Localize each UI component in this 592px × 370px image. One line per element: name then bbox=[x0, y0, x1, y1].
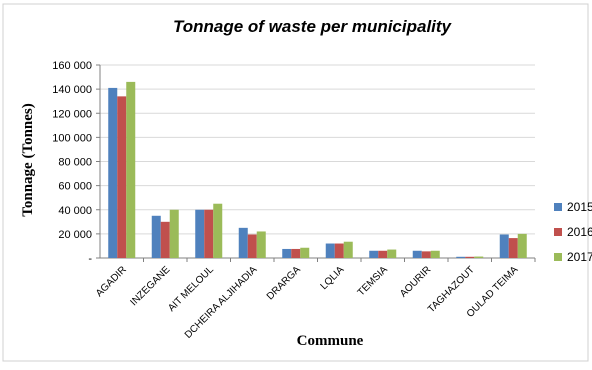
legend: 2015 2016 2017 bbox=[554, 200, 592, 264]
bar bbox=[160, 221, 170, 258]
legend-label: 2015 bbox=[567, 200, 592, 214]
bar bbox=[369, 250, 379, 258]
bar bbox=[421, 251, 431, 258]
bar bbox=[169, 209, 179, 258]
bar bbox=[456, 256, 466, 258]
y-tick-label: 120 000 bbox=[52, 108, 92, 120]
bar bbox=[300, 247, 310, 258]
bar bbox=[126, 81, 136, 258]
bar bbox=[247, 234, 257, 258]
x-axis-title: Commune bbox=[297, 333, 364, 349]
bar bbox=[465, 256, 475, 258]
bar bbox=[430, 250, 440, 258]
bar bbox=[412, 250, 422, 258]
bar bbox=[387, 249, 397, 258]
legend-swatch bbox=[554, 253, 562, 261]
chart-title: Tonnage of waste per municipality bbox=[173, 17, 453, 36]
bar bbox=[378, 250, 388, 258]
y-axis-ticks: - 20 000 40 000 60 000 80 000 100 000 120 000 1… bbox=[52, 60, 92, 265]
bar bbox=[474, 256, 484, 258]
legend-swatch bbox=[554, 228, 562, 236]
bar bbox=[195, 209, 205, 258]
legend-label: 2017 bbox=[567, 250, 592, 264]
y-tick-label: 20 000 bbox=[58, 229, 92, 241]
legend-swatch bbox=[554, 203, 562, 211]
y-tick-label: 60 000 bbox=[58, 181, 92, 193]
bar bbox=[499, 234, 509, 258]
bar bbox=[291, 248, 301, 258]
y-tick-label: 100 000 bbox=[52, 132, 92, 144]
bar bbox=[117, 96, 127, 258]
bar bbox=[343, 241, 353, 258]
y-tick-label: 140 000 bbox=[52, 84, 92, 96]
bar bbox=[238, 227, 248, 258]
y-tick-label: - bbox=[88, 253, 92, 265]
bar bbox=[151, 215, 161, 258]
bars bbox=[108, 81, 527, 258]
bar bbox=[204, 209, 214, 258]
y-axis-title: Tonnage (Tonnes) bbox=[20, 103, 36, 217]
y-tick-label: 160 000 bbox=[52, 60, 92, 72]
bar bbox=[108, 87, 118, 258]
bar bbox=[325, 243, 335, 258]
bar bbox=[517, 233, 527, 258]
y-tick-label: 40 000 bbox=[58, 205, 92, 217]
legend-label: 2016 bbox=[567, 225, 592, 239]
y-tick-label: 80 000 bbox=[58, 157, 92, 169]
bar bbox=[256, 231, 266, 258]
bar bbox=[282, 248, 292, 258]
bar bbox=[508, 238, 518, 258]
bar bbox=[213, 203, 223, 258]
bar bbox=[334, 243, 344, 258]
